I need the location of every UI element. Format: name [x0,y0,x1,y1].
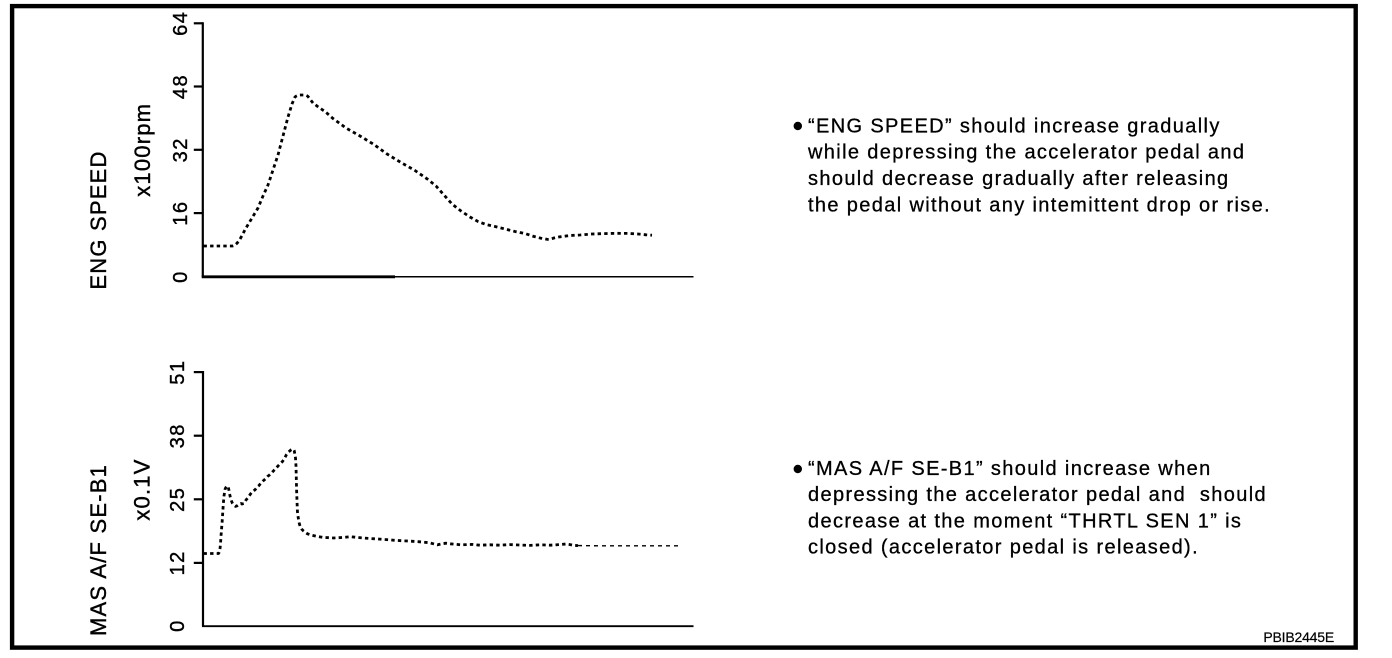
svg-text:closed (accelerator pedal is r: closed (accelerator pedal is released). [808,537,1199,559]
svg-text:16: 16 [170,200,192,225]
svg-text:64: 64 [170,11,192,36]
svg-text:depressing the accelerator ped: depressing the accelerator pedal and sho… [808,484,1267,506]
svg-text:x0.1V: x0.1V [130,458,155,520]
svg-text:48: 48 [170,74,192,99]
svg-text:0: 0 [167,619,189,632]
svg-text:ENG SPEED: ENG SPEED [86,150,111,289]
svg-text:decrease at the moment “THRTL: decrease at the moment “THRTL SEN 1” is [808,510,1242,532]
svg-text:MAS A/F SE-B1: MAS A/F SE-B1 [86,464,111,636]
svg-text:PBIB2445E: PBIB2445E [1263,629,1334,645]
svg-text:0: 0 [170,270,192,283]
svg-text:32: 32 [170,137,192,162]
svg-text:38: 38 [167,423,189,448]
svg-text:51: 51 [167,359,189,384]
svg-text:x100rpm: x100rpm [130,103,155,197]
svg-text:“ENG SPEED” should increase gr: “ENG SPEED” should increase gradually [808,115,1221,137]
svg-text:12: 12 [167,550,189,575]
svg-text:“MAS A/F SE-B1” should increas: “MAS A/F SE-B1” should increase when [808,458,1212,480]
svg-text:25: 25 [167,487,189,512]
svg-text:while depressing the accelerat: while depressing the accelerator pedal a… [807,142,1245,164]
svg-text:the pedal without any intemitt: the pedal without any intemittent drop o… [808,194,1271,216]
svg-text:should decrease gradually afte: should decrease gradually after releasin… [808,168,1230,190]
